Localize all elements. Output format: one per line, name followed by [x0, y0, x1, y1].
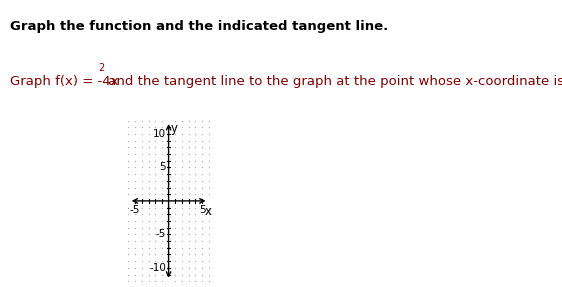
Text: and the tangent line to the graph at the point whose x-coordinate is -2.: and the tangent line to the graph at the… [104, 75, 562, 88]
Text: Graph the function and the indicated tangent line.: Graph the function and the indicated tan… [10, 20, 388, 33]
Text: 2: 2 [98, 63, 105, 73]
Text: x: x [204, 205, 211, 218]
Text: 5: 5 [160, 162, 166, 172]
Text: Graph f(x) = -4x: Graph f(x) = -4x [10, 75, 119, 88]
Text: -5: -5 [156, 229, 166, 239]
Text: -5: -5 [130, 205, 140, 215]
Text: y: y [170, 122, 177, 135]
Text: -10: -10 [149, 263, 166, 273]
Text: 10: 10 [153, 129, 166, 139]
Text: 5: 5 [199, 205, 205, 215]
